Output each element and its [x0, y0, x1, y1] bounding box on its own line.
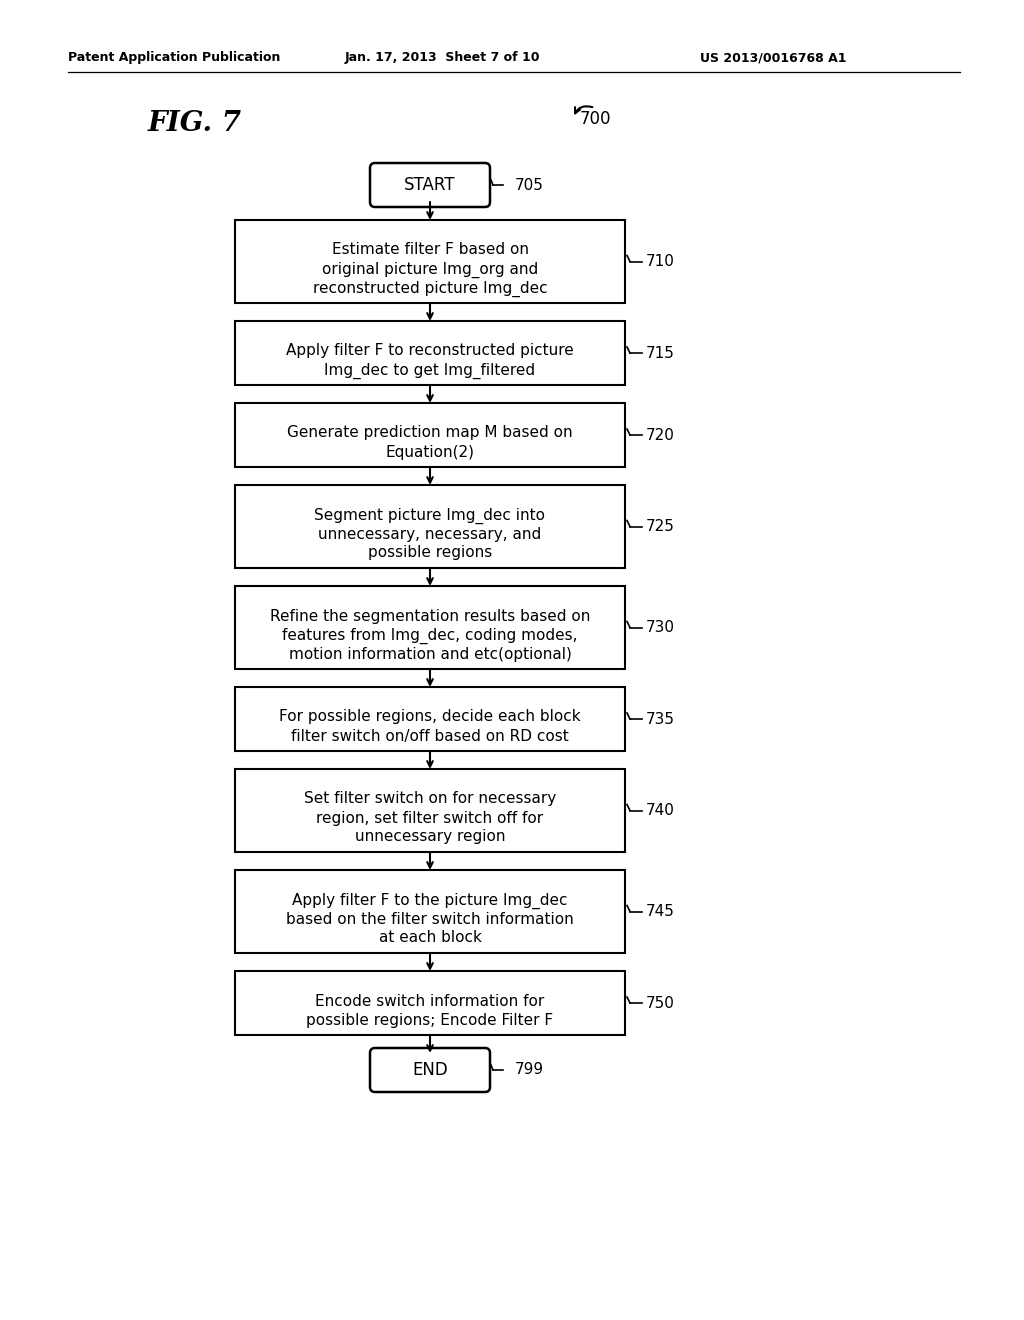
- Text: 715: 715: [646, 346, 675, 360]
- Text: Refine the segmentation results based on: Refine the segmentation results based on: [269, 609, 590, 623]
- Text: For possible regions, decide each block: For possible regions, decide each block: [280, 710, 581, 725]
- FancyBboxPatch shape: [370, 1048, 490, 1092]
- Bar: [234, 870, 625, 953]
- Text: Apply filter F to the picture Img_dec: Apply filter F to the picture Img_dec: [292, 892, 567, 908]
- Bar: [234, 484, 625, 568]
- Text: Encode switch information for: Encode switch information for: [315, 994, 545, 1008]
- Text: 745: 745: [646, 904, 675, 919]
- Text: region, set filter switch off for: region, set filter switch off for: [316, 810, 544, 825]
- Text: 750: 750: [646, 995, 675, 1011]
- Text: 799: 799: [515, 1063, 544, 1077]
- Text: Jan. 17, 2013  Sheet 7 of 10: Jan. 17, 2013 Sheet 7 of 10: [345, 51, 541, 65]
- Text: possible regions; Encode Filter F: possible regions; Encode Filter F: [306, 1012, 554, 1027]
- Text: Equation(2): Equation(2): [385, 445, 474, 459]
- Text: 705: 705: [515, 177, 544, 193]
- Text: 720: 720: [646, 428, 675, 442]
- Text: features from Img_dec, coding modes,: features from Img_dec, coding modes,: [283, 627, 578, 644]
- Text: START: START: [404, 176, 456, 194]
- Text: based on the filter switch information: based on the filter switch information: [286, 912, 573, 927]
- Bar: [234, 972, 625, 1035]
- Text: at each block: at each block: [379, 931, 481, 945]
- Text: US 2013/0016768 A1: US 2013/0016768 A1: [700, 51, 847, 65]
- Bar: [234, 321, 625, 385]
- Text: 735: 735: [646, 711, 675, 726]
- Text: END: END: [412, 1061, 447, 1078]
- Text: Patent Application Publication: Patent Application Publication: [68, 51, 281, 65]
- Text: reconstructed picture Img_dec: reconstructed picture Img_dec: [312, 281, 547, 297]
- Text: Segment picture Img_dec into: Segment picture Img_dec into: [314, 507, 546, 524]
- Text: unnecessary, necessary, and: unnecessary, necessary, and: [318, 527, 542, 541]
- Bar: [234, 686, 625, 751]
- Text: Set filter switch on for necessary: Set filter switch on for necessary: [304, 792, 556, 807]
- Text: 710: 710: [646, 253, 675, 269]
- Text: 730: 730: [646, 620, 675, 635]
- FancyBboxPatch shape: [370, 162, 490, 207]
- Text: Estimate filter F based on: Estimate filter F based on: [332, 243, 528, 257]
- Text: Generate prediction map M based on: Generate prediction map M based on: [287, 425, 572, 441]
- Text: filter switch on/off based on RD cost: filter switch on/off based on RD cost: [291, 729, 569, 743]
- Text: 725: 725: [646, 519, 675, 535]
- Bar: [234, 220, 625, 304]
- Text: FIG. 7: FIG. 7: [148, 110, 242, 137]
- Bar: [234, 770, 625, 851]
- Text: unnecessary region: unnecessary region: [354, 829, 505, 845]
- Bar: [234, 586, 625, 669]
- Text: Img_dec to get Img_filtered: Img_dec to get Img_filtered: [325, 363, 536, 379]
- Text: original picture Img_org and: original picture Img_org and: [322, 261, 539, 277]
- Bar: [234, 403, 625, 467]
- Text: motion information and etc(optional): motion information and etc(optional): [289, 647, 571, 661]
- Text: 700: 700: [580, 110, 611, 128]
- Text: possible regions: possible regions: [368, 545, 493, 561]
- Text: Apply filter F to reconstructed picture: Apply filter F to reconstructed picture: [286, 343, 573, 359]
- Text: 740: 740: [646, 803, 675, 818]
